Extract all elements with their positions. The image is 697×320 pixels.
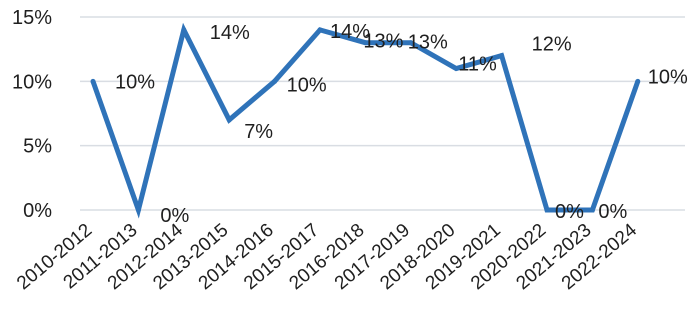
data-point	[181, 27, 187, 33]
data-label: 7%	[244, 121, 273, 143]
data-label: 0%	[598, 201, 627, 223]
data-label: 10%	[115, 71, 155, 93]
data-point	[635, 78, 641, 84]
data-label: 13%	[408, 32, 448, 54]
y-tick-label: 5%	[23, 136, 52, 158]
data-label: 0%	[555, 201, 584, 223]
data-point	[408, 40, 414, 46]
data-point	[226, 117, 232, 123]
series-line	[90, 22, 641, 219]
data-point	[362, 40, 368, 46]
data-point	[453, 65, 459, 71]
y-tick-label: 10%	[12, 71, 52, 93]
data-label: 11%	[458, 53, 497, 75]
data-point	[272, 78, 278, 84]
data-point	[317, 27, 323, 33]
data-label: 13%	[363, 31, 403, 53]
data-point	[589, 207, 595, 213]
data-label: 10%	[648, 66, 688, 88]
data-label: 0%	[160, 205, 189, 227]
data-label: 12%	[532, 34, 572, 56]
data-labels: 10%0%14%7%10%14%13% 13%11%12%0% 0%10%	[115, 21, 688, 227]
data-label: 14%	[330, 21, 370, 43]
data-point	[135, 207, 141, 213]
y-axis-ticks: 0% 5% 10% 15%	[12, 7, 52, 222]
data-label: 14%	[210, 22, 250, 44]
data-point	[499, 53, 505, 59]
data-label: 10%	[287, 74, 327, 96]
y-tick-label: 0%	[23, 200, 52, 222]
data-point	[544, 207, 550, 213]
y-tick-label: 15%	[12, 7, 52, 29]
series-line-layer	[90, 22, 641, 219]
x-axis-ticks: 2010-20122011-20132012-20142013-20152014…	[13, 219, 641, 294]
data-point	[90, 78, 96, 84]
